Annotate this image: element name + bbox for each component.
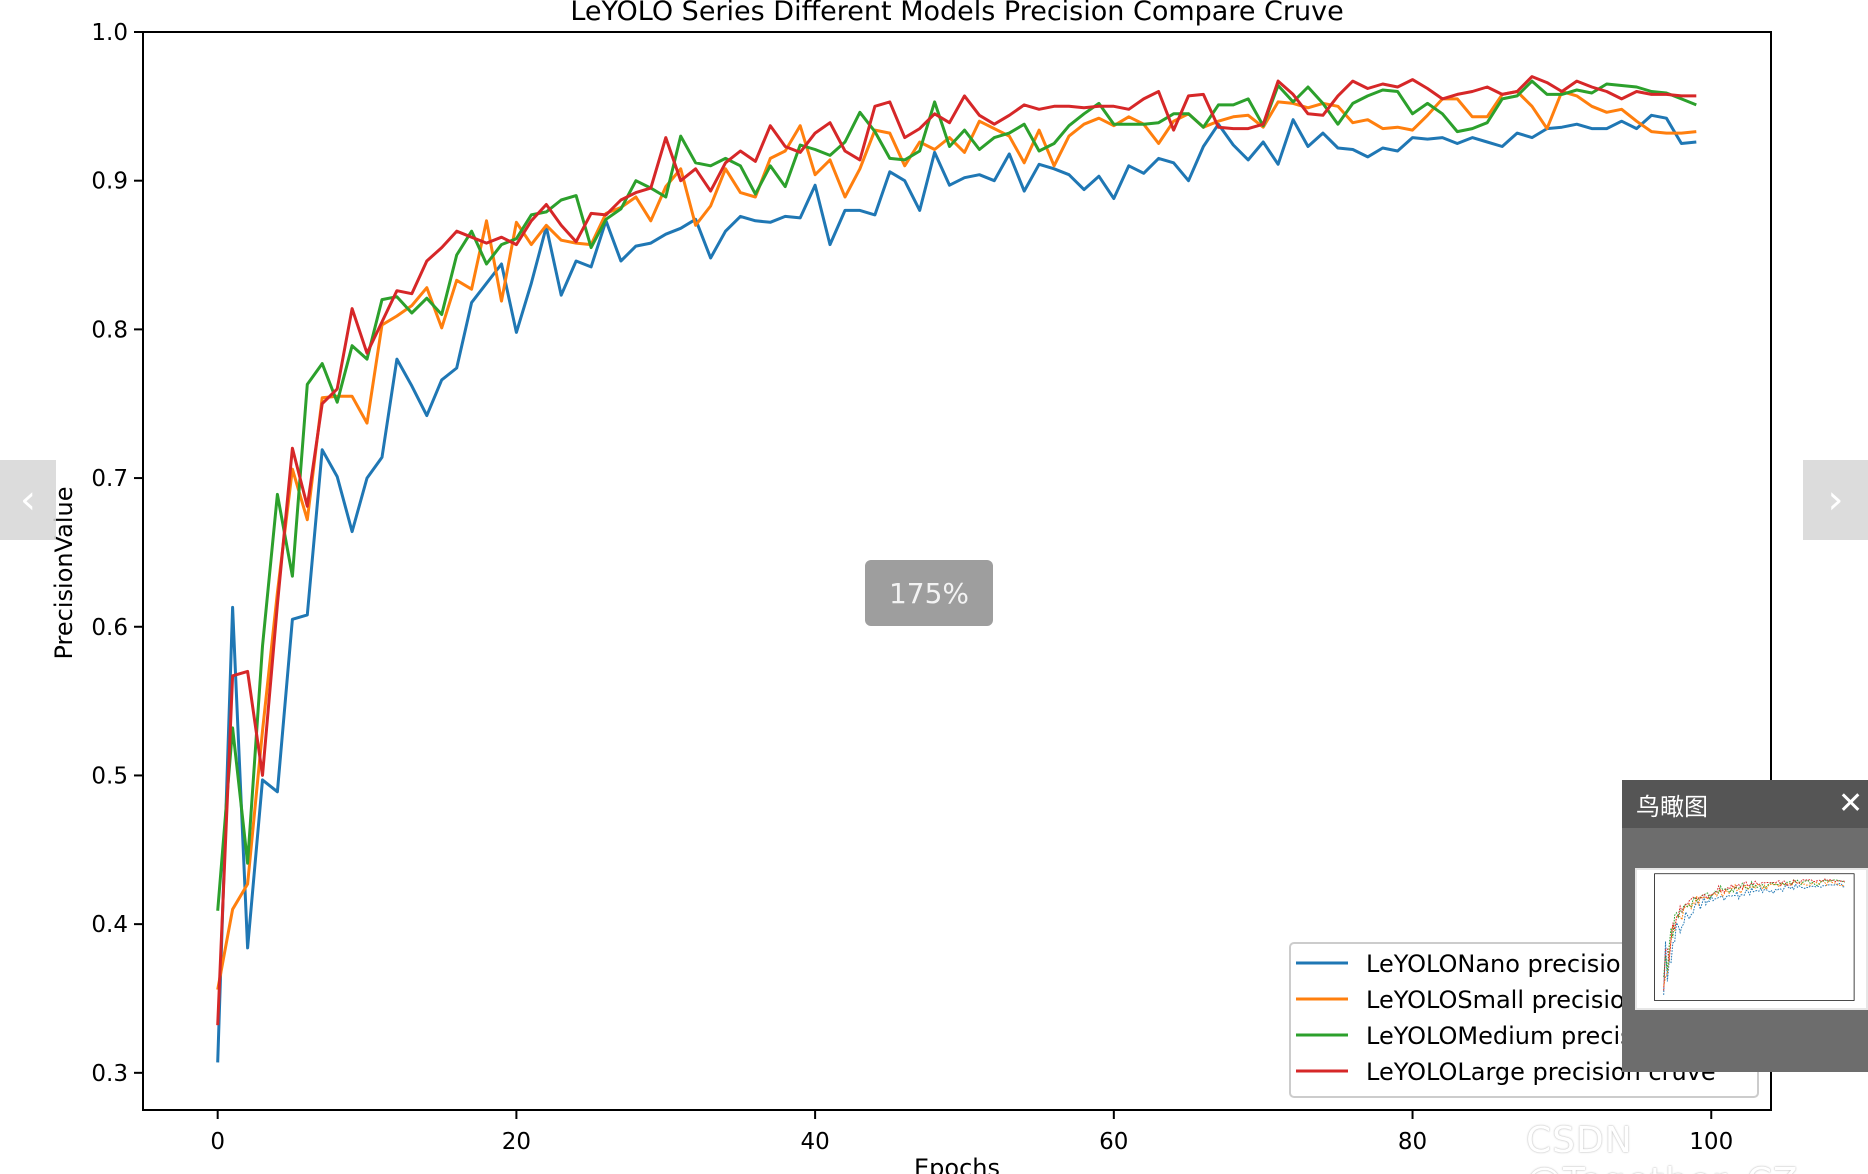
chevron-left-icon: ‹	[20, 477, 36, 523]
y-tick-label: 0.9	[91, 169, 128, 195]
zoom-level-text: 175%	[888, 576, 970, 610]
axes-frame	[142, 31, 1772, 1111]
series-lines	[216, 75, 1697, 1063]
birdseye-header: 鸟瞰图 ✕	[1622, 780, 1868, 828]
y-tick-label: 0.5	[91, 763, 128, 789]
y-tick-label: 0.4	[91, 912, 128, 938]
previous-image-button[interactable]: ‹	[0, 460, 56, 540]
birdseye-panel: 鸟瞰图 ✕	[1622, 780, 1868, 1072]
x-tick-label: 100	[1689, 1129, 1733, 1155]
watermark: CSDN @Together_CZ	[1526, 1120, 1798, 1174]
x-tick-label: 80	[1398, 1129, 1427, 1155]
x-axis-label: Epochs	[914, 1154, 1000, 1174]
birdseye-thumbnail-chart	[1654, 873, 1855, 1001]
series-line-2	[216, 79, 1697, 911]
chart-title: LeYOLO Series Different Models Precision…	[570, 0, 1343, 27]
y-tick-label: 1.0	[91, 20, 128, 46]
thumbnail-series-line-1	[1663, 880, 1846, 987]
thumbnail-series-line-2	[1663, 878, 1846, 978]
thumbnail-series-line-3	[1663, 878, 1845, 991]
chevron-right-icon: ›	[1827, 477, 1844, 523]
y-tick-label: 0.8	[91, 317, 128, 343]
zoom-level-badge: 175%	[865, 560, 993, 626]
next-image-button[interactable]: ›	[1803, 460, 1868, 540]
y-tick-label: 0.3	[91, 1061, 128, 1087]
x-tick-label: 20	[502, 1129, 531, 1155]
x-tick-label: 0	[210, 1129, 225, 1155]
series-line-1	[216, 90, 1697, 990]
y-tick-label: 0.6	[91, 615, 128, 641]
birdseye-title: 鸟瞰图	[1636, 792, 1708, 821]
thumbnail-axes-frame	[1654, 873, 1855, 1001]
birdseye-thumbnail[interactable]	[1635, 868, 1868, 1010]
x-tick-label: 60	[1099, 1129, 1128, 1155]
series-line-0	[216, 113, 1697, 1063]
thumbnail-series-line-0	[1663, 882, 1846, 995]
series-line-3	[216, 75, 1697, 1026]
y-tick-label: 0.7	[91, 466, 128, 492]
x-tick-label: 40	[800, 1129, 829, 1155]
axis-ticks: 0 20 40 60 80 100 0.3 0.4 0.5 0.6 0.7 0.8 0.9 1.0	[91, 20, 1733, 1155]
birdseye-close-icon[interactable]: ✕	[1838, 786, 1864, 821]
